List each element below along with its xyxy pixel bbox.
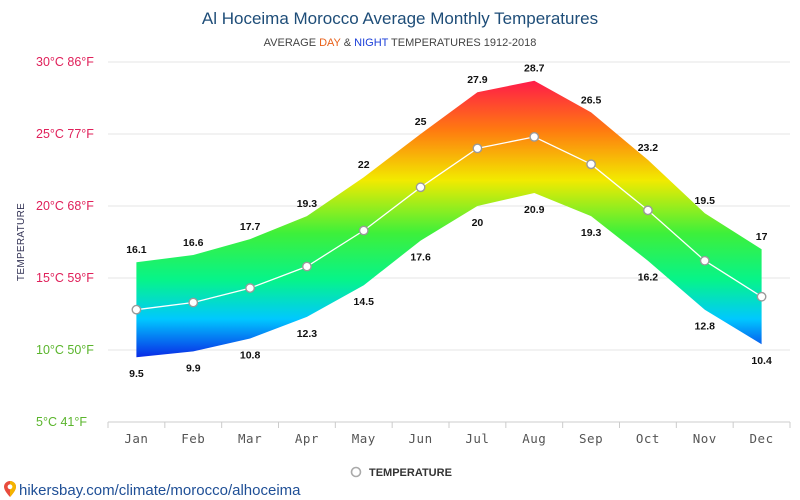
day-night-band	[136, 80, 762, 358]
day-value-label: 23.2	[638, 142, 659, 154]
day-value-label: 19.5	[695, 195, 716, 207]
y-tick-label: 5°C 41°F	[36, 415, 87, 429]
mean-point	[358, 225, 369, 236]
day-value-label: 26.5	[581, 94, 602, 106]
data-labels: 16.1 16.6 17.7 19.3 22 25 27.9 28.7 26.5 23.2 19.5…	[126, 63, 772, 380]
legend-label: TEMPERATURE	[369, 467, 452, 479]
subtitle-day: DAY	[319, 37, 341, 49]
x-tick-label: Jun	[409, 431, 433, 446]
night-value-label: 9.5	[129, 368, 144, 380]
mean-point	[643, 205, 653, 216]
x-tick-label: Feb	[181, 431, 205, 446]
x-tick-label: Apr	[295, 431, 319, 446]
x-tick-label: Jan	[124, 431, 148, 446]
mean-point	[586, 159, 596, 170]
day-value-label: 19.3	[297, 198, 318, 210]
day-value-label: 17	[756, 231, 768, 243]
x-tick-label: Jul	[465, 431, 489, 446]
day-value-label: 28.7	[524, 63, 545, 75]
y-tick-label: 15°C 59°F	[36, 271, 94, 285]
chart-subtitle: AVERAGE DAY & NIGHT TEMPERATURES 1912-20…	[264, 37, 537, 49]
day-value-label: 25	[415, 116, 427, 128]
day-value-label: 17.7	[240, 221, 261, 233]
night-value-label: 19.3	[581, 227, 602, 239]
night-value-label: 10.4	[751, 355, 772, 367]
day-value-label: 16.6	[183, 237, 204, 249]
legend[interactable]: TEMPERATURE	[350, 466, 452, 479]
subtitle-suffix: TEMPERATURES 1912-2018	[388, 37, 536, 49]
night-value-label: 20.9	[524, 204, 545, 216]
y-tick-label: 30°C 86°F	[36, 55, 94, 69]
temperature-band	[136, 80, 762, 358]
mean-point	[756, 291, 767, 302]
mean-point	[302, 261, 312, 272]
mean-point	[188, 297, 199, 308]
mean-point	[529, 131, 540, 142]
mean-line	[136, 136, 762, 311]
y-axis-label: TEMPERATURE	[16, 203, 27, 281]
night-value-label: 14.5	[354, 296, 375, 308]
mean-point	[699, 255, 710, 266]
y-tick-label: 10°C 50°F	[36, 343, 94, 357]
mean-point	[245, 283, 255, 293]
subtitle-amp: &	[341, 37, 354, 49]
x-tick-label: Dec	[750, 431, 774, 446]
y-axis-ticks: 30°C 86°F 25°C 77°F 20°C 68°F 15°C 59°F 10°C…	[36, 55, 94, 429]
location-pin-icon	[4, 481, 16, 497]
mean-temperature-line	[131, 131, 767, 315]
subtitle-night: NIGHT	[354, 37, 389, 49]
night-value-label: 9.9	[186, 362, 201, 374]
legend-marker-icon	[350, 466, 362, 478]
x-tick-label: Oct	[636, 431, 660, 446]
chart-title: Al Hoceima Morocco Average Monthly Tempe…	[202, 9, 598, 28]
source-footer[interactable]: hikersbay.com/climate/morocco/alhoceima	[4, 481, 301, 499]
night-value-label: 12.3	[297, 328, 318, 340]
night-value-label: 16.2	[638, 272, 659, 284]
night-value-label: 17.6	[410, 252, 431, 264]
mean-point	[415, 182, 426, 193]
x-tick-label: Aug	[522, 431, 546, 446]
day-value-label: 16.1	[126, 244, 147, 256]
y-tick-label: 20°C 68°F	[36, 199, 94, 213]
day-value-label: 27.9	[467, 74, 488, 86]
x-tick-label: Nov	[693, 431, 717, 446]
x-tick-label: May	[352, 431, 376, 446]
source-link[interactable]: hikersbay.com/climate/morocco/alhoceima	[19, 482, 301, 499]
x-axis: Jan Feb Mar Apr May Jun Jul Aug Sep Oct Nov Dec	[107, 421, 791, 446]
mean-point	[131, 304, 142, 315]
x-tick-label: Mar	[238, 431, 262, 446]
night-value-label: 20	[472, 217, 484, 229]
y-tick-label: 25°C 77°F	[36, 127, 94, 141]
night-value-label: 12.8	[695, 321, 716, 333]
mean-point	[472, 143, 483, 154]
night-value-label: 10.8	[240, 349, 261, 361]
day-value-label: 22	[358, 159, 370, 171]
x-tick-label: Sep	[579, 431, 603, 446]
subtitle-prefix: AVERAGE	[264, 37, 319, 49]
